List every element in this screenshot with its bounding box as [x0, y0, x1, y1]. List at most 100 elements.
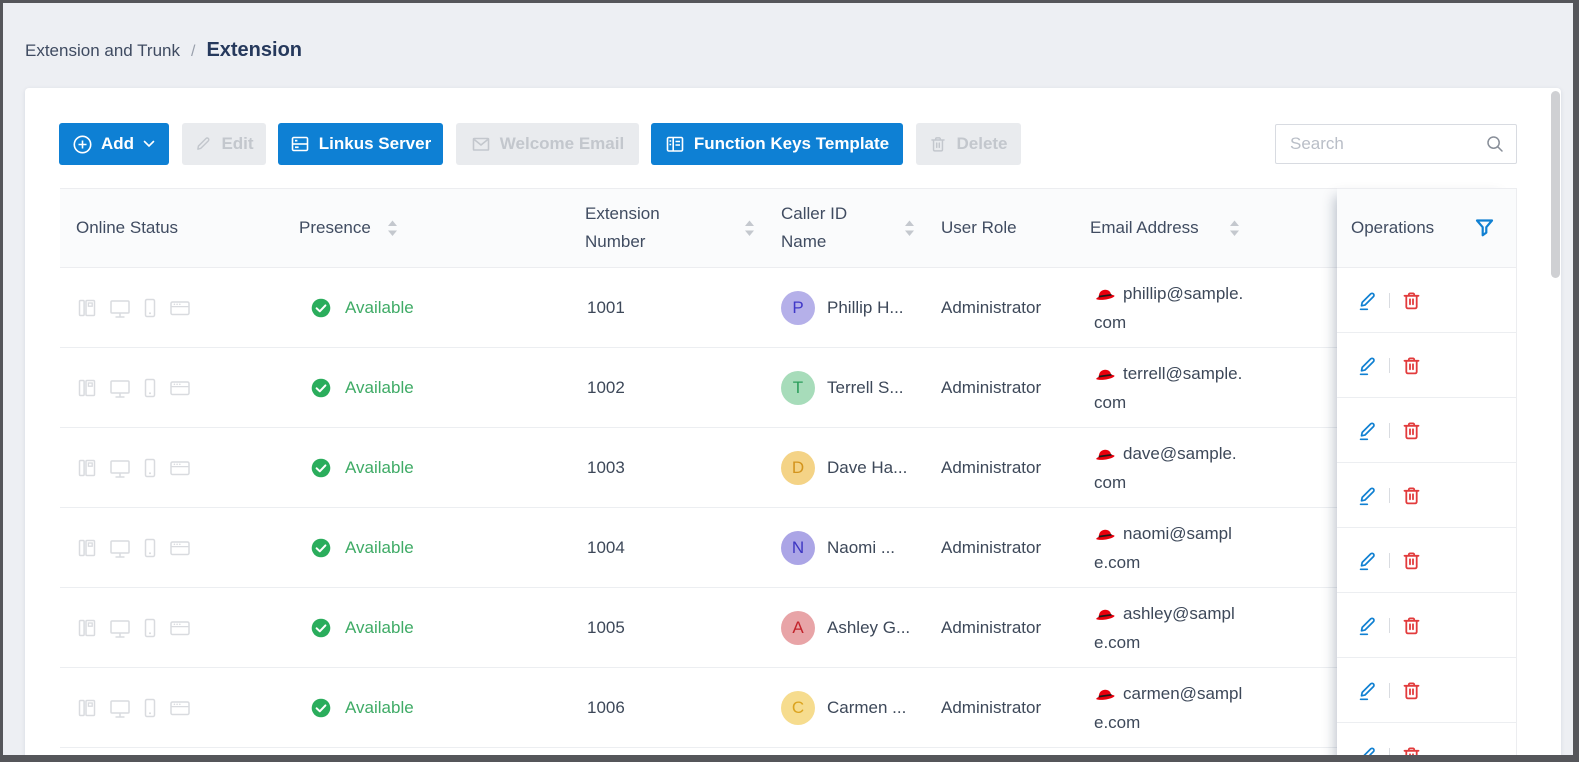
online-status-cell [60, 457, 283, 479]
linkus-server-button[interactable]: Linkus Server [278, 123, 443, 165]
column-header-extension-number[interactable]: Extension Number [567, 200, 765, 256]
extension-number: 1006 [587, 697, 625, 717]
table-row[interactable]: Available 1004 N Naomi ... Administrator… [60, 508, 1337, 588]
web-client-icon [170, 300, 190, 315]
sort-icon[interactable] [387, 220, 398, 237]
row-edit-button[interactable] [1357, 745, 1378, 755]
email-cell: ashley@sample.com [1074, 599, 1337, 657]
row-edit-button[interactable] [1357, 355, 1378, 376]
sort-icon[interactable] [744, 220, 755, 237]
avatar: D [781, 450, 815, 485]
email-address: phillip@sample.com [1094, 283, 1244, 332]
online-status-cell [60, 297, 283, 319]
caller-id-name: Phillip H... [827, 297, 904, 317]
presence-cell[interactable]: Available [283, 458, 567, 478]
presence-cell[interactable]: Available [283, 698, 567, 718]
available-check-icon [311, 698, 331, 717]
column-header-caller-id-name[interactable]: Caller ID Name [765, 200, 925, 256]
row-edit-button[interactable] [1357, 680, 1378, 701]
filter-icon[interactable] [1475, 219, 1494, 237]
row-delete-button[interactable] [1401, 290, 1422, 311]
action-divider [1389, 682, 1390, 698]
edit-pencil-icon [1359, 357, 1375, 375]
caller-id-name: Carmen ... [827, 697, 907, 717]
edit-pencil-icon [1359, 552, 1375, 570]
column-header-presence[interactable]: Presence [283, 214, 567, 242]
row-delete-button[interactable] [1401, 680, 1422, 701]
welcome-email-button[interactable]: Welcome Email [456, 123, 639, 165]
add-button[interactable]: Add [59, 123, 169, 165]
avatar: T [781, 370, 815, 405]
delete-button-label: Delete [956, 134, 1008, 153]
edit-button[interactable]: Edit [182, 123, 266, 165]
row-edit-button[interactable] [1357, 550, 1378, 571]
plus-circle-icon [73, 135, 92, 153]
red-hat-icon [1096, 289, 1115, 300]
presence-label: Available [345, 297, 414, 317]
delete-trash-icon [1403, 422, 1420, 439]
desktop-icon [110, 699, 130, 718]
caller-id-cell: D Dave Ha... [765, 450, 925, 485]
red-hat-icon [1096, 609, 1115, 620]
presence-cell[interactable]: Available [283, 538, 567, 558]
operations-body [1337, 268, 1517, 755]
row-delete-button[interactable] [1401, 420, 1422, 441]
available-check-icon [311, 458, 331, 477]
user-role: Administrator [941, 457, 1042, 477]
function-keys-template-button[interactable]: Function Keys Template [651, 123, 903, 165]
edit-button-label: Edit [221, 134, 254, 153]
avatar: N [781, 530, 815, 565]
mobile-icon [144, 538, 156, 557]
table-row[interactable]: Available 1006 C Carmen ... Administrato… [60, 668, 1337, 748]
row-delete-button[interactable] [1401, 615, 1422, 636]
sort-icon[interactable] [904, 220, 915, 237]
row-delete-button[interactable] [1401, 485, 1422, 506]
caller-id-name: Dave Ha... [827, 457, 908, 477]
extension-number-cell: 1004 [567, 538, 765, 558]
web-client-icon [170, 700, 190, 715]
linkus-server-button-label: Linkus Server [318, 134, 432, 153]
action-divider [1389, 292, 1390, 308]
online-status-cell [60, 697, 283, 719]
user-role: Administrator [941, 377, 1042, 397]
avatar: C [781, 690, 815, 725]
table-row[interactable]: Available 1001 P Phillip H... Administra… [60, 268, 1337, 348]
column-header-email-address[interactable]: Email Address [1074, 214, 1337, 242]
table-row[interactable]: Available 1002 T Terrell S... Administra… [60, 348, 1337, 428]
presence-label: Available [345, 457, 414, 477]
desktop-icon [110, 539, 130, 558]
vertical-scrollbar[interactable] [1551, 91, 1560, 278]
desk-phone-icon [78, 619, 96, 636]
sort-icon[interactable] [1229, 220, 1240, 237]
breadcrumb-parent[interactable]: Extension and Trunk [25, 41, 180, 60]
search-input[interactable] [1288, 133, 1478, 155]
search-icon[interactable] [1486, 135, 1504, 153]
delete-trash-icon [1403, 357, 1420, 374]
presence-cell[interactable]: Available [283, 298, 567, 318]
table-row[interactable]: Available 1003 D Dave Ha... Administrato… [60, 428, 1337, 508]
edit-pencil-icon [1359, 422, 1375, 440]
operations-row [1337, 658, 1517, 723]
row-delete-button[interactable] [1401, 745, 1422, 755]
presence-cell[interactable]: Available [283, 378, 567, 398]
table-row[interactable]: Available 1005 A Ashley G... Administrat… [60, 588, 1337, 668]
desk-phone-icon [78, 299, 96, 316]
email-address: dave@sample.com [1094, 443, 1237, 492]
desk-phone-icon [78, 539, 96, 556]
row-edit-button[interactable] [1357, 290, 1378, 311]
delete-trash-icon [1403, 617, 1420, 634]
user-role-cell: Administrator [925, 378, 1074, 398]
presence-cell[interactable]: Available [283, 618, 567, 638]
page-title: Extension [206, 39, 303, 61]
row-delete-button[interactable] [1401, 550, 1422, 571]
delete-button[interactable]: Delete [916, 123, 1021, 165]
row-edit-button[interactable] [1357, 420, 1378, 441]
row-edit-button[interactable] [1357, 615, 1378, 636]
row-delete-button[interactable] [1401, 355, 1422, 376]
edit-pencil-icon [1359, 617, 1375, 635]
caller-id-cell: N Naomi ... [765, 530, 925, 565]
delete-trash-icon [1403, 682, 1420, 699]
envelope-icon [472, 137, 490, 151]
row-edit-button[interactable] [1357, 485, 1378, 506]
